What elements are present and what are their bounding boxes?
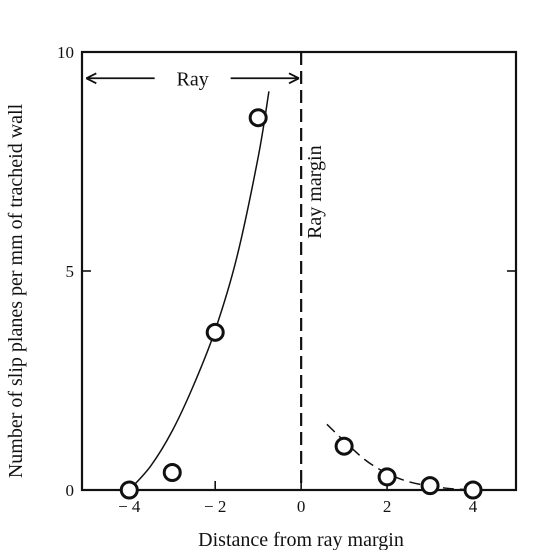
data-point [377, 467, 397, 487]
data-point [119, 480, 139, 500]
ray-label: Ray [177, 68, 209, 90]
data-point [420, 476, 440, 496]
plot-frame-group [80, 50, 518, 492]
x-tick-label: 4 [469, 497, 478, 516]
data-point [334, 436, 354, 456]
data-point [162, 462, 182, 482]
x-axis-title: Distance from ray margin [198, 529, 404, 550]
y-tick-label: 0 [66, 481, 75, 500]
x-tick-label: 0 [297, 497, 306, 516]
data-point [248, 108, 268, 128]
y-tick-label: 5 [66, 262, 75, 281]
fit-curve-right-dashed [326, 423, 474, 491]
ray-arrow-right-head [288, 72, 300, 85]
data-point [463, 480, 483, 500]
x-tick-label: 2 [383, 497, 392, 516]
annotation-group [85, 72, 300, 85]
ray-arrow-left-head [85, 72, 97, 85]
data-point [205, 322, 225, 342]
x-tick-label: − 2 [204, 497, 226, 516]
ray-margin-label: Ray margin [304, 145, 326, 239]
x-tick-label: − 4 [118, 497, 141, 516]
plot-frame [80, 50, 518, 492]
y-tick-label: 10 [57, 43, 74, 62]
ticks-group: − 4 − 2 0 2 4 0 5 10 [57, 43, 516, 516]
points-group [119, 108, 483, 500]
fit-curve-left-solid [128, 91, 270, 491]
y-axis-title: Number of slip planes per mm of tracheid… [5, 103, 27, 478]
